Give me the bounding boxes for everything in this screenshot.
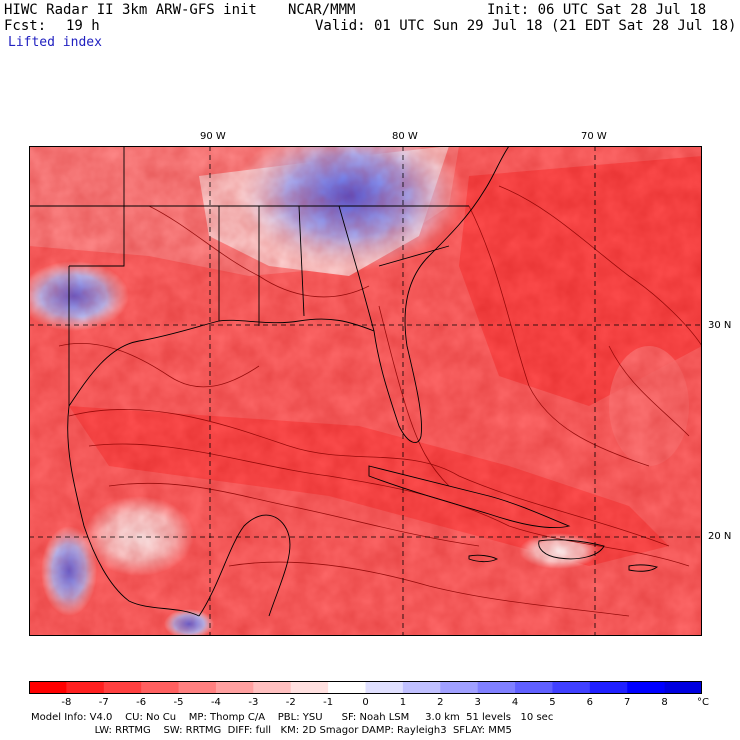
colorbar-cell xyxy=(552,681,591,694)
colorbar-tick-label: -1 xyxy=(323,697,334,708)
puerto-rico-outline xyxy=(628,564,658,572)
colorbar-tick-label: 1 xyxy=(399,697,407,708)
east-coastline xyxy=(428,146,510,257)
colorbar-cell xyxy=(253,681,292,694)
colorbar-tick-label: 7 xyxy=(624,697,631,708)
colorbar-tick-label: -3 xyxy=(248,697,259,708)
colorbar-tick-label: 6 xyxy=(586,697,594,708)
jamaica-outline xyxy=(468,554,499,563)
colorbar-cell xyxy=(440,681,479,694)
map-frame xyxy=(29,146,702,636)
coastlines-borders xyxy=(29,146,658,617)
colorbar-unit: °C xyxy=(697,697,709,708)
org-label: NCAR/MMM xyxy=(288,2,356,18)
colorbar-tick-label: -7 xyxy=(98,697,109,708)
lifted-index-map xyxy=(29,146,702,636)
colorbar-cell xyxy=(290,681,329,694)
colorbar-cell xyxy=(627,681,666,694)
hispaniola-outline xyxy=(538,539,605,560)
colorbar-cell xyxy=(141,681,180,694)
lat-label-30n: 30 N xyxy=(708,320,732,331)
colorbar-tick-label: -8 xyxy=(61,697,72,708)
cuba-outline xyxy=(368,465,571,529)
lon-label-80w: 80 W xyxy=(392,131,418,142)
mexico-coastline xyxy=(67,405,200,617)
forecast-label: Fcst: xyxy=(4,18,47,34)
colorbar-cell xyxy=(365,681,404,694)
colorbar-tick-label: 4 xyxy=(511,697,519,708)
lat-label-20n: 20 N xyxy=(708,531,732,542)
florida-coastline xyxy=(373,255,430,443)
valid-time: Valid: 01 UTC Sun 29 Jul 18 (21 EDT Sat … xyxy=(315,18,737,34)
colorbar-tick-label: -2 xyxy=(285,697,296,708)
lon-label-90w: 90 W xyxy=(200,131,226,142)
field-texture xyxy=(29,146,702,636)
model-info-line-1: Model Info: V4.0 CU: No Cu MP: Thomp C/A… xyxy=(31,712,554,723)
colorbar-tick-label: 0 xyxy=(362,697,369,708)
forecast-hour: 19 h xyxy=(66,18,100,34)
gulf-coastline xyxy=(68,318,375,407)
colorbar-tick-label: 5 xyxy=(549,697,556,708)
colorbar-cell xyxy=(515,681,553,694)
model-title: HIWC Radar II 3km ARW-GFS init xyxy=(4,2,257,18)
colorbar-cell xyxy=(328,681,366,694)
colorbar-cell xyxy=(29,681,67,694)
colorbar-cell xyxy=(589,681,628,694)
colorbar-tick-label: 8 xyxy=(661,697,668,708)
colorbar-tick-label: -4 xyxy=(210,697,221,708)
yucatan-coastline xyxy=(198,514,291,617)
colorbar-cell xyxy=(215,681,254,694)
colorbar-tick-label: 2 xyxy=(437,697,444,708)
colorbar-cell xyxy=(103,681,142,694)
init-time: Init: 06 UTC Sat 28 Jul 18 xyxy=(487,2,707,18)
lon-label-70w: 70 W xyxy=(581,131,607,142)
colorbar-cell xyxy=(402,681,441,694)
colorbar-tick-label: 3 xyxy=(474,697,481,708)
colorbar-cell xyxy=(664,681,702,694)
colorbar-tick-label: -5 xyxy=(173,697,184,708)
colorbar-cell xyxy=(477,681,516,694)
colorbar xyxy=(29,681,702,694)
colorbar-cell xyxy=(178,681,217,694)
graticule xyxy=(29,146,702,636)
colorbar-cell xyxy=(66,681,105,694)
model-info-line-2: LW: RRTMG SW: RRTMG DIFF: full KM: 2D Sm… xyxy=(31,725,512,736)
colorbar-tick-label: -6 xyxy=(136,697,147,708)
field-name: Lifted index xyxy=(8,35,102,50)
